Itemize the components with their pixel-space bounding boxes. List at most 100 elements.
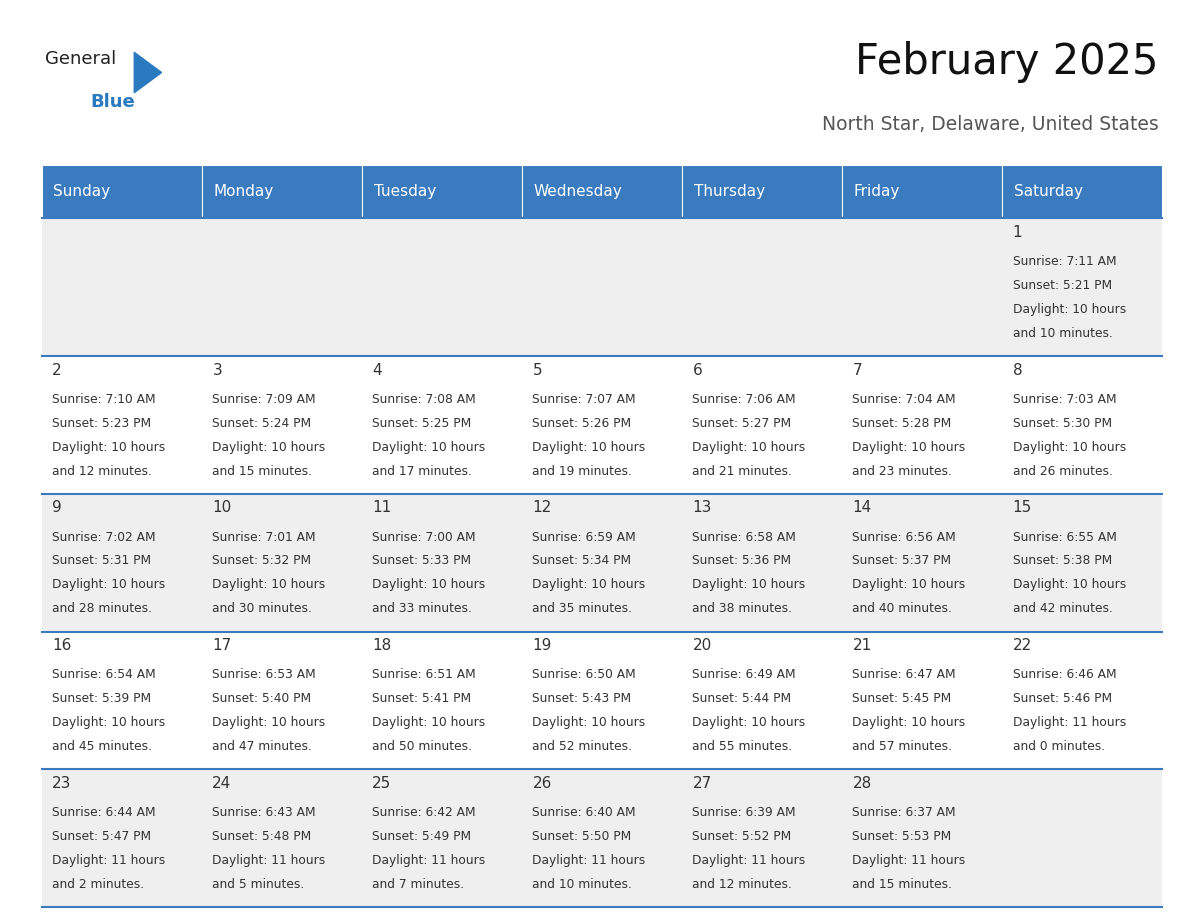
Text: Daylight: 11 hours: Daylight: 11 hours — [213, 854, 326, 867]
Text: and 2 minutes.: and 2 minutes. — [52, 878, 145, 890]
Text: Sunset: 5:36 PM: Sunset: 5:36 PM — [693, 554, 791, 567]
Text: Sunset: 5:39 PM: Sunset: 5:39 PM — [52, 692, 151, 705]
Text: Daylight: 10 hours: Daylight: 10 hours — [532, 716, 645, 729]
Text: Sunrise: 6:55 AM: Sunrise: 6:55 AM — [1012, 531, 1117, 543]
Text: February 2025: February 2025 — [855, 41, 1158, 84]
Text: Daylight: 11 hours: Daylight: 11 hours — [532, 854, 645, 867]
Text: Sunset: 5:52 PM: Sunset: 5:52 PM — [693, 830, 791, 843]
Text: 6: 6 — [693, 363, 702, 377]
Text: Daylight: 10 hours: Daylight: 10 hours — [52, 716, 165, 729]
Text: Daylight: 10 hours: Daylight: 10 hours — [1012, 303, 1126, 316]
Text: 21: 21 — [853, 638, 872, 653]
Text: Daylight: 10 hours: Daylight: 10 hours — [213, 716, 326, 729]
Bar — [682, 165, 842, 218]
Text: Daylight: 10 hours: Daylight: 10 hours — [52, 441, 165, 453]
Text: 10: 10 — [213, 500, 232, 515]
Text: and 50 minutes.: and 50 minutes. — [372, 740, 473, 753]
Text: 8: 8 — [1012, 363, 1022, 377]
Text: Sunset: 5:44 PM: Sunset: 5:44 PM — [693, 692, 791, 705]
Text: Sunrise: 6:59 AM: Sunrise: 6:59 AM — [532, 531, 636, 543]
Text: Daylight: 11 hours: Daylight: 11 hours — [1012, 716, 1126, 729]
Text: 13: 13 — [693, 500, 712, 515]
Text: Sunset: 5:34 PM: Sunset: 5:34 PM — [532, 554, 632, 567]
Text: and 55 minutes.: and 55 minutes. — [693, 740, 792, 753]
Text: Sunset: 5:48 PM: Sunset: 5:48 PM — [213, 830, 311, 843]
Text: Wednesday: Wednesday — [533, 185, 623, 199]
Text: Sunrise: 6:58 AM: Sunrise: 6:58 AM — [693, 531, 796, 543]
Text: Sunset: 5:23 PM: Sunset: 5:23 PM — [52, 417, 151, 430]
Text: and 26 minutes.: and 26 minutes. — [1012, 465, 1112, 477]
Text: Sunrise: 7:04 AM: Sunrise: 7:04 AM — [853, 393, 956, 406]
Text: Sunrise: 7:11 AM: Sunrise: 7:11 AM — [1012, 255, 1117, 268]
Bar — [842, 165, 1001, 218]
Text: Sunset: 5:49 PM: Sunset: 5:49 PM — [372, 830, 472, 843]
Text: Sunrise: 6:47 AM: Sunrise: 6:47 AM — [853, 668, 956, 681]
Text: and 57 minutes.: and 57 minutes. — [853, 740, 953, 753]
Text: Daylight: 11 hours: Daylight: 11 hours — [52, 854, 165, 867]
Text: Sunrise: 7:02 AM: Sunrise: 7:02 AM — [52, 531, 156, 543]
Text: 28: 28 — [853, 776, 872, 790]
Text: 24: 24 — [213, 776, 232, 790]
Text: Daylight: 11 hours: Daylight: 11 hours — [693, 854, 805, 867]
Text: Sunrise: 6:37 AM: Sunrise: 6:37 AM — [853, 806, 956, 819]
Text: Daylight: 10 hours: Daylight: 10 hours — [52, 578, 165, 591]
Text: Daylight: 10 hours: Daylight: 10 hours — [1012, 441, 1126, 453]
Text: 4: 4 — [372, 363, 383, 377]
Text: Daylight: 10 hours: Daylight: 10 hours — [853, 441, 966, 453]
Text: Sunset: 5:24 PM: Sunset: 5:24 PM — [213, 417, 311, 430]
Text: Daylight: 10 hours: Daylight: 10 hours — [853, 578, 966, 591]
Text: Daylight: 10 hours: Daylight: 10 hours — [532, 578, 645, 591]
Text: and 7 minutes.: and 7 minutes. — [372, 878, 465, 890]
Text: Friday: Friday — [854, 185, 901, 199]
Text: Saturday: Saturday — [1013, 185, 1082, 199]
Polygon shape — [134, 52, 162, 93]
Bar — [361, 165, 522, 218]
Bar — [42, 218, 1162, 356]
Text: North Star, Delaware, United States: North Star, Delaware, United States — [822, 115, 1158, 134]
Text: 20: 20 — [693, 638, 712, 653]
Text: and 15 minutes.: and 15 minutes. — [213, 465, 312, 477]
Text: 12: 12 — [532, 500, 551, 515]
Text: Sunset: 5:21 PM: Sunset: 5:21 PM — [1012, 279, 1112, 292]
Text: and 21 minutes.: and 21 minutes. — [693, 465, 792, 477]
Text: Sunset: 5:28 PM: Sunset: 5:28 PM — [853, 417, 952, 430]
Bar — [202, 165, 361, 218]
Text: and 12 minutes.: and 12 minutes. — [52, 465, 152, 477]
Text: Sunrise: 6:50 AM: Sunrise: 6:50 AM — [532, 668, 636, 681]
Text: 22: 22 — [1012, 638, 1031, 653]
Text: Sunset: 5:38 PM: Sunset: 5:38 PM — [1012, 554, 1112, 567]
Text: Sunrise: 7:03 AM: Sunrise: 7:03 AM — [1012, 393, 1117, 406]
Text: Sunset: 5:47 PM: Sunset: 5:47 PM — [52, 830, 151, 843]
Bar — [42, 769, 1162, 907]
Text: and 10 minutes.: and 10 minutes. — [1012, 327, 1112, 340]
Text: Sunrise: 6:44 AM: Sunrise: 6:44 AM — [52, 806, 156, 819]
Text: and 10 minutes.: and 10 minutes. — [532, 878, 632, 890]
Text: Sunset: 5:27 PM: Sunset: 5:27 PM — [693, 417, 791, 430]
Text: 27: 27 — [693, 776, 712, 790]
Text: and 19 minutes.: and 19 minutes. — [532, 465, 632, 477]
Text: 25: 25 — [372, 776, 392, 790]
Text: Sunrise: 6:46 AM: Sunrise: 6:46 AM — [1012, 668, 1117, 681]
Text: and 0 minutes.: and 0 minutes. — [1012, 740, 1105, 753]
Text: 3: 3 — [213, 363, 222, 377]
Text: 1: 1 — [1012, 225, 1022, 240]
Text: and 38 minutes.: and 38 minutes. — [693, 602, 792, 615]
Text: Sunrise: 7:01 AM: Sunrise: 7:01 AM — [213, 531, 316, 543]
Text: 14: 14 — [853, 500, 872, 515]
Text: Sunrise: 6:39 AM: Sunrise: 6:39 AM — [693, 806, 796, 819]
Text: 5: 5 — [532, 363, 542, 377]
Text: General: General — [45, 50, 116, 69]
Text: Sunset: 5:43 PM: Sunset: 5:43 PM — [532, 692, 632, 705]
Text: Daylight: 10 hours: Daylight: 10 hours — [213, 578, 326, 591]
Text: 16: 16 — [52, 638, 71, 653]
Text: Daylight: 10 hours: Daylight: 10 hours — [213, 441, 326, 453]
Text: 2: 2 — [52, 363, 62, 377]
Text: and 42 minutes.: and 42 minutes. — [1012, 602, 1112, 615]
Text: and 40 minutes.: and 40 minutes. — [853, 602, 953, 615]
Text: Daylight: 10 hours: Daylight: 10 hours — [693, 716, 805, 729]
Text: Sunrise: 7:00 AM: Sunrise: 7:00 AM — [372, 531, 476, 543]
Text: Daylight: 11 hours: Daylight: 11 hours — [372, 854, 486, 867]
Bar — [42, 632, 1162, 769]
Text: Sunrise: 6:49 AM: Sunrise: 6:49 AM — [693, 668, 796, 681]
Bar — [42, 165, 202, 218]
